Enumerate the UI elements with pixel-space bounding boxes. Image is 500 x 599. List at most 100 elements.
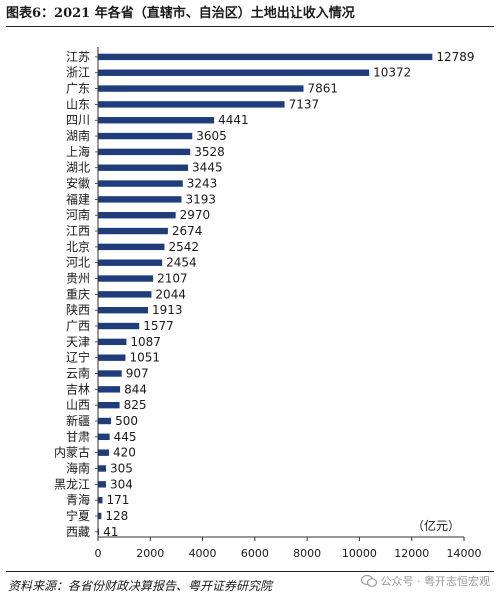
data-label: 1051 bbox=[129, 351, 160, 365]
bar bbox=[98, 101, 285, 108]
category-label: 贵州 bbox=[66, 272, 90, 286]
bar bbox=[98, 354, 126, 361]
data-label: 171 bbox=[106, 493, 129, 507]
bar bbox=[98, 196, 182, 203]
category-label: 安徽 bbox=[66, 176, 90, 191]
category-label: 甘肃 bbox=[66, 430, 90, 444]
data-label: 2107 bbox=[157, 272, 188, 286]
data-label: 3193 bbox=[185, 192, 216, 206]
category-label: 黑龙江 bbox=[54, 477, 90, 491]
bar bbox=[98, 322, 140, 330]
bar bbox=[98, 306, 149, 314]
bar bbox=[98, 417, 112, 425]
data-label: 1913 bbox=[152, 303, 183, 317]
data-label: 128 bbox=[105, 509, 128, 523]
data-label: 2970 bbox=[180, 208, 211, 222]
data-label: 2674 bbox=[172, 224, 203, 238]
x-tick-label: 0 bbox=[95, 547, 102, 560]
wechat-icon bbox=[360, 574, 377, 587]
category-label: 河北 bbox=[66, 256, 90, 270]
bar bbox=[98, 117, 215, 124]
data-label: 907 bbox=[126, 367, 149, 381]
category-label: 西藏 bbox=[66, 525, 90, 539]
data-label: 2454 bbox=[166, 256, 197, 270]
chart-title: 图表6：2021 年各省（直辖市、自治区）土地出让收入情况 bbox=[6, 6, 355, 21]
bar bbox=[98, 180, 183, 187]
category-label: 上海 bbox=[66, 144, 90, 159]
bar bbox=[98, 291, 152, 298]
bar bbox=[98, 338, 127, 346]
top-rule bbox=[6, 26, 494, 27]
category-label: 广西 bbox=[66, 319, 90, 333]
bar bbox=[98, 164, 189, 171]
data-label: 7137 bbox=[289, 97, 320, 111]
bar bbox=[98, 259, 163, 266]
bar bbox=[98, 227, 168, 235]
data-label: 445 bbox=[114, 430, 137, 444]
bar bbox=[98, 275, 154, 282]
bar bbox=[98, 496, 103, 504]
category-label: 四川 bbox=[66, 113, 90, 127]
category-label: 湖北 bbox=[66, 160, 90, 175]
x-tick-label: 12000 bbox=[394, 547, 429, 560]
category-label: 云南 bbox=[66, 366, 90, 381]
data-label: 2044 bbox=[155, 287, 186, 301]
x-tick-label: 6000 bbox=[241, 547, 269, 560]
category-label: 北京 bbox=[66, 240, 90, 254]
category-label: 天津 bbox=[66, 335, 90, 349]
x-tick-label: 8000 bbox=[293, 547, 321, 560]
watermark: 公众号 · 粤开志恒宏观 bbox=[360, 573, 491, 589]
data-label: 825 bbox=[124, 398, 147, 412]
bar bbox=[98, 370, 122, 377]
watermark-text: 公众号 · 粤开志恒宏观 bbox=[380, 575, 491, 588]
bar bbox=[98, 53, 433, 61]
unit-label: （亿元） bbox=[412, 518, 460, 533]
category-label: 湖南 bbox=[66, 128, 90, 143]
data-label: 420 bbox=[113, 446, 136, 460]
category-label: 福建 bbox=[66, 191, 90, 206]
data-label: 3528 bbox=[194, 145, 225, 159]
data-label: 12789 bbox=[436, 50, 474, 64]
source-note: 资料来源：各省份财政决算报告、粤开证券研究院 bbox=[8, 579, 273, 593]
bar bbox=[98, 433, 110, 441]
category-label: 重庆 bbox=[66, 287, 90, 301]
bar bbox=[98, 401, 120, 409]
data-label: 3445 bbox=[192, 161, 223, 175]
bar bbox=[98, 481, 106, 488]
category-label: 广东 bbox=[66, 82, 90, 96]
bar bbox=[98, 386, 121, 393]
bar bbox=[98, 243, 165, 251]
category-label: 吉林 bbox=[66, 382, 90, 396]
x-tick-label: 10000 bbox=[342, 547, 377, 560]
data-label: 844 bbox=[124, 382, 147, 396]
x-tick-label: 14000 bbox=[447, 547, 482, 560]
bar bbox=[98, 212, 176, 219]
bar bbox=[98, 465, 106, 472]
category-label: 江苏 bbox=[66, 50, 90, 64]
category-label: 陕西 bbox=[66, 302, 90, 317]
x-tick-label: 4000 bbox=[189, 547, 217, 560]
bar-chart: 江苏 12789 浙江 10372 广东 7861 山东 7137 四川 4441 湖南 3605 上海… bbox=[54, 47, 482, 560]
data-label: 3605 bbox=[196, 129, 227, 143]
bottom-rule bbox=[6, 571, 494, 572]
category-label: 辽宁 bbox=[66, 350, 90, 365]
data-label: 10372 bbox=[373, 66, 411, 80]
category-label: 浙江 bbox=[66, 66, 90, 80]
data-label: 1087 bbox=[130, 335, 161, 349]
data-label: 4441 bbox=[218, 113, 249, 127]
category-label: 新疆 bbox=[66, 413, 90, 428]
bar bbox=[98, 449, 109, 456]
data-label: 2542 bbox=[168, 240, 199, 254]
category-label: 青海 bbox=[66, 492, 90, 507]
category-label: 内蒙古 bbox=[54, 445, 90, 460]
data-label: 3243 bbox=[187, 177, 218, 191]
data-label: 7861 bbox=[308, 82, 339, 96]
data-label: 500 bbox=[115, 414, 138, 428]
category-label: 江西 bbox=[66, 224, 90, 238]
data-label: 1577 bbox=[143, 319, 174, 333]
category-label: 山西 bbox=[66, 398, 90, 412]
category-label: 河南 bbox=[66, 207, 90, 222]
data-label: 41 bbox=[103, 525, 118, 539]
bar bbox=[98, 132, 193, 140]
bar bbox=[98, 85, 304, 92]
